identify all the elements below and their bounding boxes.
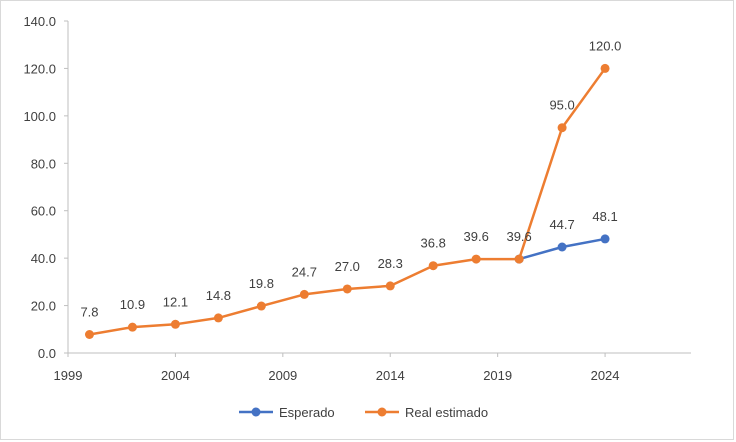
x-tick-label: 2009	[268, 368, 297, 383]
y-tick-label: 60.0	[31, 204, 56, 219]
series-layer	[84, 63, 610, 340]
data-label-real-estimado: 14.8	[206, 288, 231, 303]
data-label-real-estimado: 28.3	[378, 256, 403, 271]
data-point-esperado	[600, 234, 610, 244]
legend-marker-esperado	[251, 407, 261, 417]
data-point-real-estimado	[213, 313, 223, 323]
data-label-real-estimado: 12.1	[163, 294, 188, 309]
data-point-real-estimado	[256, 301, 266, 311]
x-tick-label: 2004	[161, 368, 190, 383]
legend-label-esperado: Esperado	[279, 405, 335, 420]
y-tick-label: 120.0	[23, 61, 56, 76]
data-label-real-estimado: 27.0	[335, 259, 360, 274]
data-point-real-estimado	[471, 254, 481, 264]
y-tick-label: 20.0	[31, 299, 56, 314]
data-point-real-estimado	[514, 254, 524, 264]
data-label-real-estimado: 39.6	[506, 229, 531, 244]
y-tick-label: 80.0	[31, 156, 56, 171]
data-label-real-estimado: 24.7	[292, 264, 317, 279]
legend: Esperado Real estimado	[239, 405, 488, 420]
legend-marker-real-estimado	[377, 407, 387, 417]
data-label-real-estimado: 120.0	[589, 38, 622, 53]
data-point-esperado	[557, 242, 567, 252]
x-tick-label: 2014	[376, 368, 405, 383]
x-tick-label: 2024	[591, 368, 620, 383]
data-point-real-estimado	[428, 261, 438, 271]
x-tick-label: 2019	[483, 368, 512, 383]
data-point-real-estimado	[127, 322, 137, 332]
data-point-real-estimado	[557, 123, 567, 133]
data-label-esperado: 44.7	[549, 217, 574, 232]
data-point-real-estimado	[299, 289, 309, 299]
x-tick-label: 1999	[54, 368, 83, 383]
data-labels-layer: 44.7 48.1 7.8 10.9 12.1 14.8 19.8 24.7 27.0 28.3 3…	[80, 38, 621, 319]
data-label-real-estimado: 19.8	[249, 276, 274, 291]
data-point-real-estimado	[170, 319, 180, 329]
data-label-real-estimado: 95.0	[549, 98, 574, 113]
data-point-real-estimado	[84, 330, 94, 340]
y-tick-label: 100.0	[23, 109, 56, 124]
data-point-real-estimado	[342, 284, 352, 294]
data-label-esperado: 48.1	[592, 209, 617, 224]
data-label-real-estimado: 36.8	[421, 236, 446, 251]
data-point-real-estimado	[385, 281, 395, 291]
y-tick-label: 40.0	[31, 251, 56, 266]
data-label-real-estimado: 39.6	[464, 229, 489, 244]
y-tick-label: 140.0	[23, 14, 56, 29]
data-point-real-estimado	[600, 63, 610, 73]
axes: 0.0 20.0 40.0 60.0 80.0 100.0 120.0 140.0 1999 20…	[23, 14, 691, 383]
data-label-real-estimado: 10.9	[120, 297, 145, 312]
y-tick-label: 0.0	[38, 346, 56, 361]
legend-label-real-estimado: Real estimado	[405, 405, 488, 420]
data-label-real-estimado: 7.8	[80, 305, 98, 320]
